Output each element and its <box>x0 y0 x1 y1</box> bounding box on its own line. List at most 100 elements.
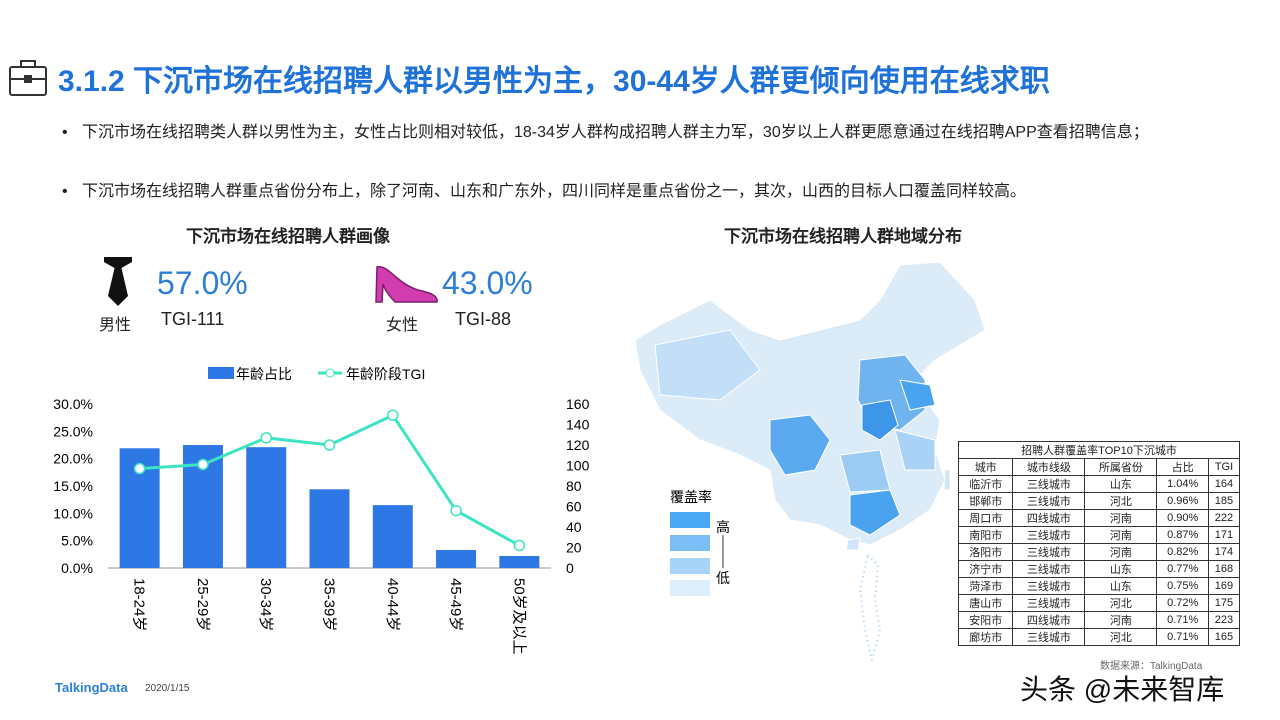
x-tick-label: 40-44岁 <box>384 578 401 631</box>
table-cell: 四线城市 <box>1012 509 1086 527</box>
table-cell: 洛阳市 <box>957 543 1014 561</box>
table-row: 周口市 四线城市 河南 0.90% 222 <box>957 509 1241 527</box>
y-tick-label: 30.0% <box>53 396 93 412</box>
table-cell: 0.71% <box>1156 628 1209 646</box>
x-tick-label: 30-34岁 <box>257 578 274 631</box>
table-header-cell: 占比 <box>1156 458 1209 476</box>
bar <box>499 555 540 568</box>
table-cell: 165 <box>1207 628 1241 646</box>
bullet: 下沉市场在线招聘类人群以男性为主，女性占比则相对较低，18-34岁人群构成招聘人… <box>62 120 1192 145</box>
table-cell: 三线城市 <box>1012 475 1086 493</box>
bullet: 下沉市场在线招聘人群重点省份分布上，除了河南、山东和广东外，四川同样是重点省份之… <box>62 179 1192 204</box>
source: 数据来源：TalkingData <box>1100 661 1203 672</box>
table-cell: 三线城市 <box>1012 628 1086 646</box>
y2-tick-label: 160 <box>566 396 590 412</box>
table-cell: 0.75% <box>1156 577 1209 595</box>
city-table-wrap: 招聘人群覆盖率TOP10下沉城市 城市 城市线级 所属省份 占比 TGI 临沂市 三线城市… <box>957 441 1241 646</box>
male-share: 57.0% <box>157 265 248 301</box>
line-point <box>387 409 399 422</box>
table-header-cell: 城市 <box>957 458 1014 476</box>
heel-icon <box>375 266 438 303</box>
table-header: 城市 城市线级 所属省份 占比 TGI <box>957 458 1241 476</box>
table-row: 廊坊市 三线城市 河北 0.71% 165 <box>957 628 1241 646</box>
table-row: 洛阳市 三线城市 河南 0.82% 174 <box>957 543 1241 561</box>
table-cell: 223 <box>1207 611 1241 629</box>
table-cell: 三线城市 <box>1012 594 1086 612</box>
x-tick-label: 25-29岁 <box>194 578 211 631</box>
table-cell: 廊坊市 <box>957 628 1014 646</box>
table-cell: 175 <box>1207 594 1241 612</box>
table-cell: 174 <box>1207 543 1241 561</box>
y2-tick-label: 80 <box>566 478 582 494</box>
table-cell: 0.71% <box>1156 611 1209 629</box>
table-row: 济宁市 三线城市 山东 0.77% 168 <box>957 560 1241 578</box>
line-point <box>513 539 526 552</box>
table-cell: 171 <box>1207 526 1241 544</box>
table-row: 安阳市 四线城市 河南 0.71% 223 <box>957 611 1241 629</box>
legend-swatch <box>325 368 335 378</box>
date: 2020/1/15 <box>145 683 190 694</box>
table-cell: 0.82% <box>1156 543 1209 561</box>
table-row: 菏泽市 三线城市 山东 0.75% 169 <box>957 577 1241 595</box>
map-legend-title: 覆盖率 <box>670 489 712 505</box>
x-tick-label: 45-49岁 <box>447 578 464 631</box>
line-point <box>197 458 209 471</box>
brand: TalkingData <box>55 680 128 695</box>
female-share: 43.0% <box>442 265 533 301</box>
table-cell: 三线城市 <box>1012 560 1086 578</box>
y2-tick-label: 140 <box>566 417 590 433</box>
table-cell: 河北 <box>1084 628 1158 646</box>
table-cell: 菏泽市 <box>957 577 1014 595</box>
table-cell: 河北 <box>1084 594 1158 612</box>
line-point <box>323 439 336 451</box>
bar <box>309 489 350 568</box>
line-point <box>450 504 462 517</box>
table-cell: 168 <box>1207 560 1241 578</box>
line-point <box>260 432 272 444</box>
briefcase-icon <box>9 60 47 96</box>
table-cell: 三线城市 <box>1012 526 1086 544</box>
table-cell: 济宁市 <box>957 560 1014 578</box>
table-cell: 三线城市 <box>1012 543 1086 561</box>
table-cell: 山东 <box>1084 560 1158 578</box>
y-tick-label: 5.0% <box>61 533 93 549</box>
y-tick-label: 0.0% <box>61 560 93 576</box>
table-header-cell: 所属省份 <box>1084 458 1158 476</box>
line-point <box>133 462 146 475</box>
table-cell: 0.96% <box>1156 492 1209 510</box>
x-tick-label: 18-24岁 <box>131 578 148 631</box>
table-cell: 河南 <box>1084 611 1158 629</box>
y-tick-label: 25.0% <box>53 423 93 439</box>
y-tick-label: 20.0% <box>53 451 93 467</box>
y2-tick-label: 100 <box>566 458 590 474</box>
male-tgi: TGI-111 <box>161 309 225 329</box>
map-legend-high: 高 <box>716 519 730 535</box>
table-cell: 周口市 <box>957 509 1014 527</box>
table-cell: 南阳市 <box>957 526 1014 544</box>
table-cell: 河南 <box>1084 509 1158 527</box>
table-row: 临沂市 三线城市 山东 1.04% 164 <box>957 475 1241 493</box>
table-row: 南阳市 三线城市 河南 0.87% 171 <box>957 526 1241 544</box>
female-label: 女性 <box>386 317 419 334</box>
bar <box>246 447 287 568</box>
table-cell: 唐山市 <box>957 594 1014 612</box>
table-cell: 山东 <box>1084 475 1158 493</box>
table-cell: 164 <box>1207 475 1241 493</box>
table-cell: 三线城市 <box>1012 577 1086 595</box>
y-tick-label: 10.0% <box>53 505 93 521</box>
table-header-cell: 城市线级 <box>1012 458 1086 476</box>
table-cell: 河南 <box>1084 543 1158 561</box>
table-title: 招聘人群覆盖率TOP10下沉城市 <box>958 441 1240 459</box>
city-table: 招聘人群覆盖率TOP10下沉城市 城市 城市线级 所属省份 占比 TGI 临沂市 三线城市… <box>957 441 1241 646</box>
china-map <box>634 261 986 661</box>
male-label: 男性 <box>99 317 132 334</box>
table-cell: 河南 <box>1084 526 1158 544</box>
map-legend: 覆盖率 高 低 <box>670 489 730 596</box>
table-cell: 222 <box>1207 509 1241 527</box>
table-row: 邯郸市 三线城市 河北 0.96% 185 <box>957 492 1241 510</box>
legend-swatch <box>208 367 234 379</box>
table-row: 唐山市 三线城市 河北 0.72% 175 <box>957 594 1241 612</box>
table-cell: 0.87% <box>1156 526 1209 544</box>
